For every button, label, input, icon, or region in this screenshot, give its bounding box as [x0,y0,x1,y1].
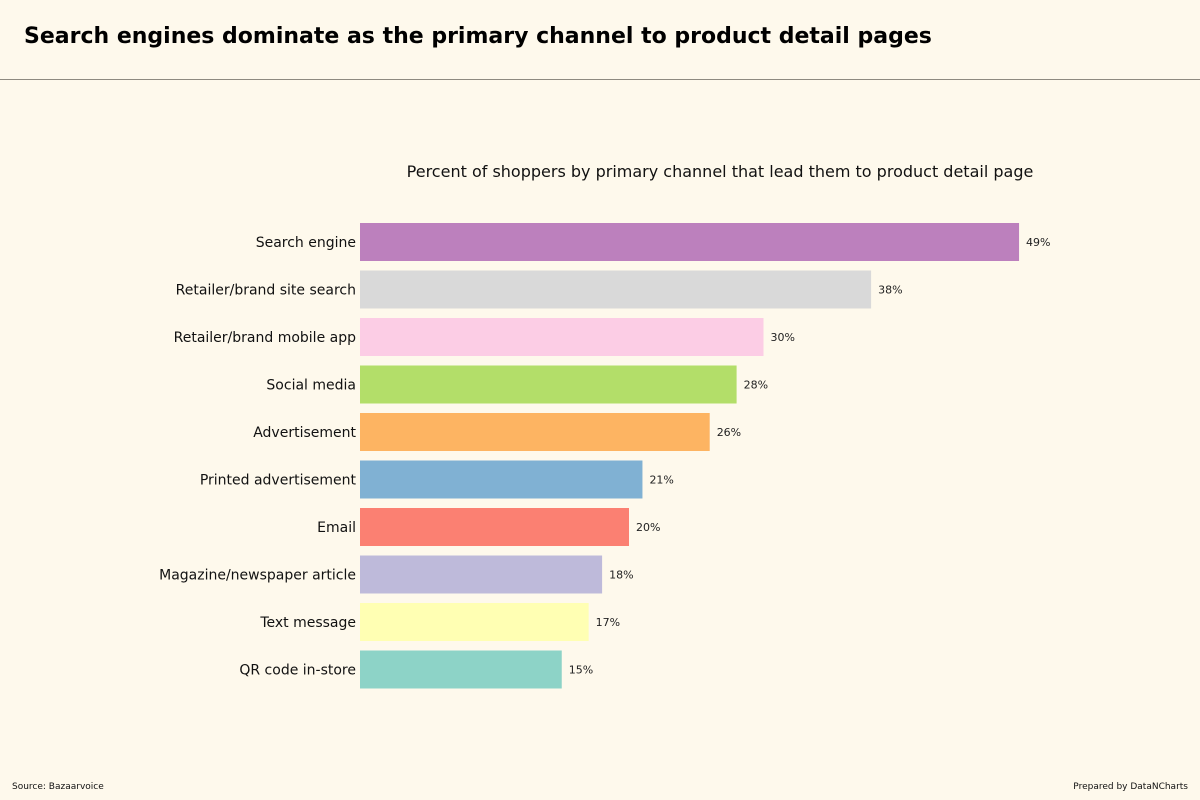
category-label: Search engine [256,235,356,251]
source-note: Source: Bazaarvoice [12,782,104,792]
category-label: QR code in-store [239,663,356,679]
category-label: Text message [259,615,356,631]
bar [360,508,629,546]
bar [360,270,872,309]
value-label: 49% [1026,236,1050,249]
category-label: Printed advertisement [200,473,357,489]
bar [360,318,764,356]
category-label: Retailer/brand mobile app [174,330,356,346]
value-label: 30% [771,331,795,344]
credit-note: Prepared by DataNCharts [1073,782,1188,792]
bar [360,223,1020,261]
category-label: Social media [266,378,356,394]
category-label: Advertisement [253,425,356,441]
value-label: 17% [596,616,620,629]
value-label: 26% [717,426,741,439]
category-label: Magazine/newspaper article [159,568,356,584]
category-label: Retailer/brand site search [176,283,356,299]
bar [360,460,643,499]
bar [360,365,737,404]
value-label: 18% [609,569,633,582]
value-label: 15% [569,664,593,677]
chart-title: Percent of shoppers by primary channel t… [407,162,1034,181]
value-label: 38% [878,284,902,297]
bar [360,650,562,689]
value-label: 20% [636,521,660,534]
bar [360,555,603,594]
value-label: 28% [744,379,768,392]
value-label: 21% [649,474,673,487]
bar [360,603,589,641]
header-divider [0,79,1200,80]
category-label: Email [317,520,356,536]
page-title: Search engines dominate as the primary c… [24,24,932,49]
bar [360,413,710,451]
bars-layer: Search engine 49% Retailer/brand site sear… [159,223,1051,689]
